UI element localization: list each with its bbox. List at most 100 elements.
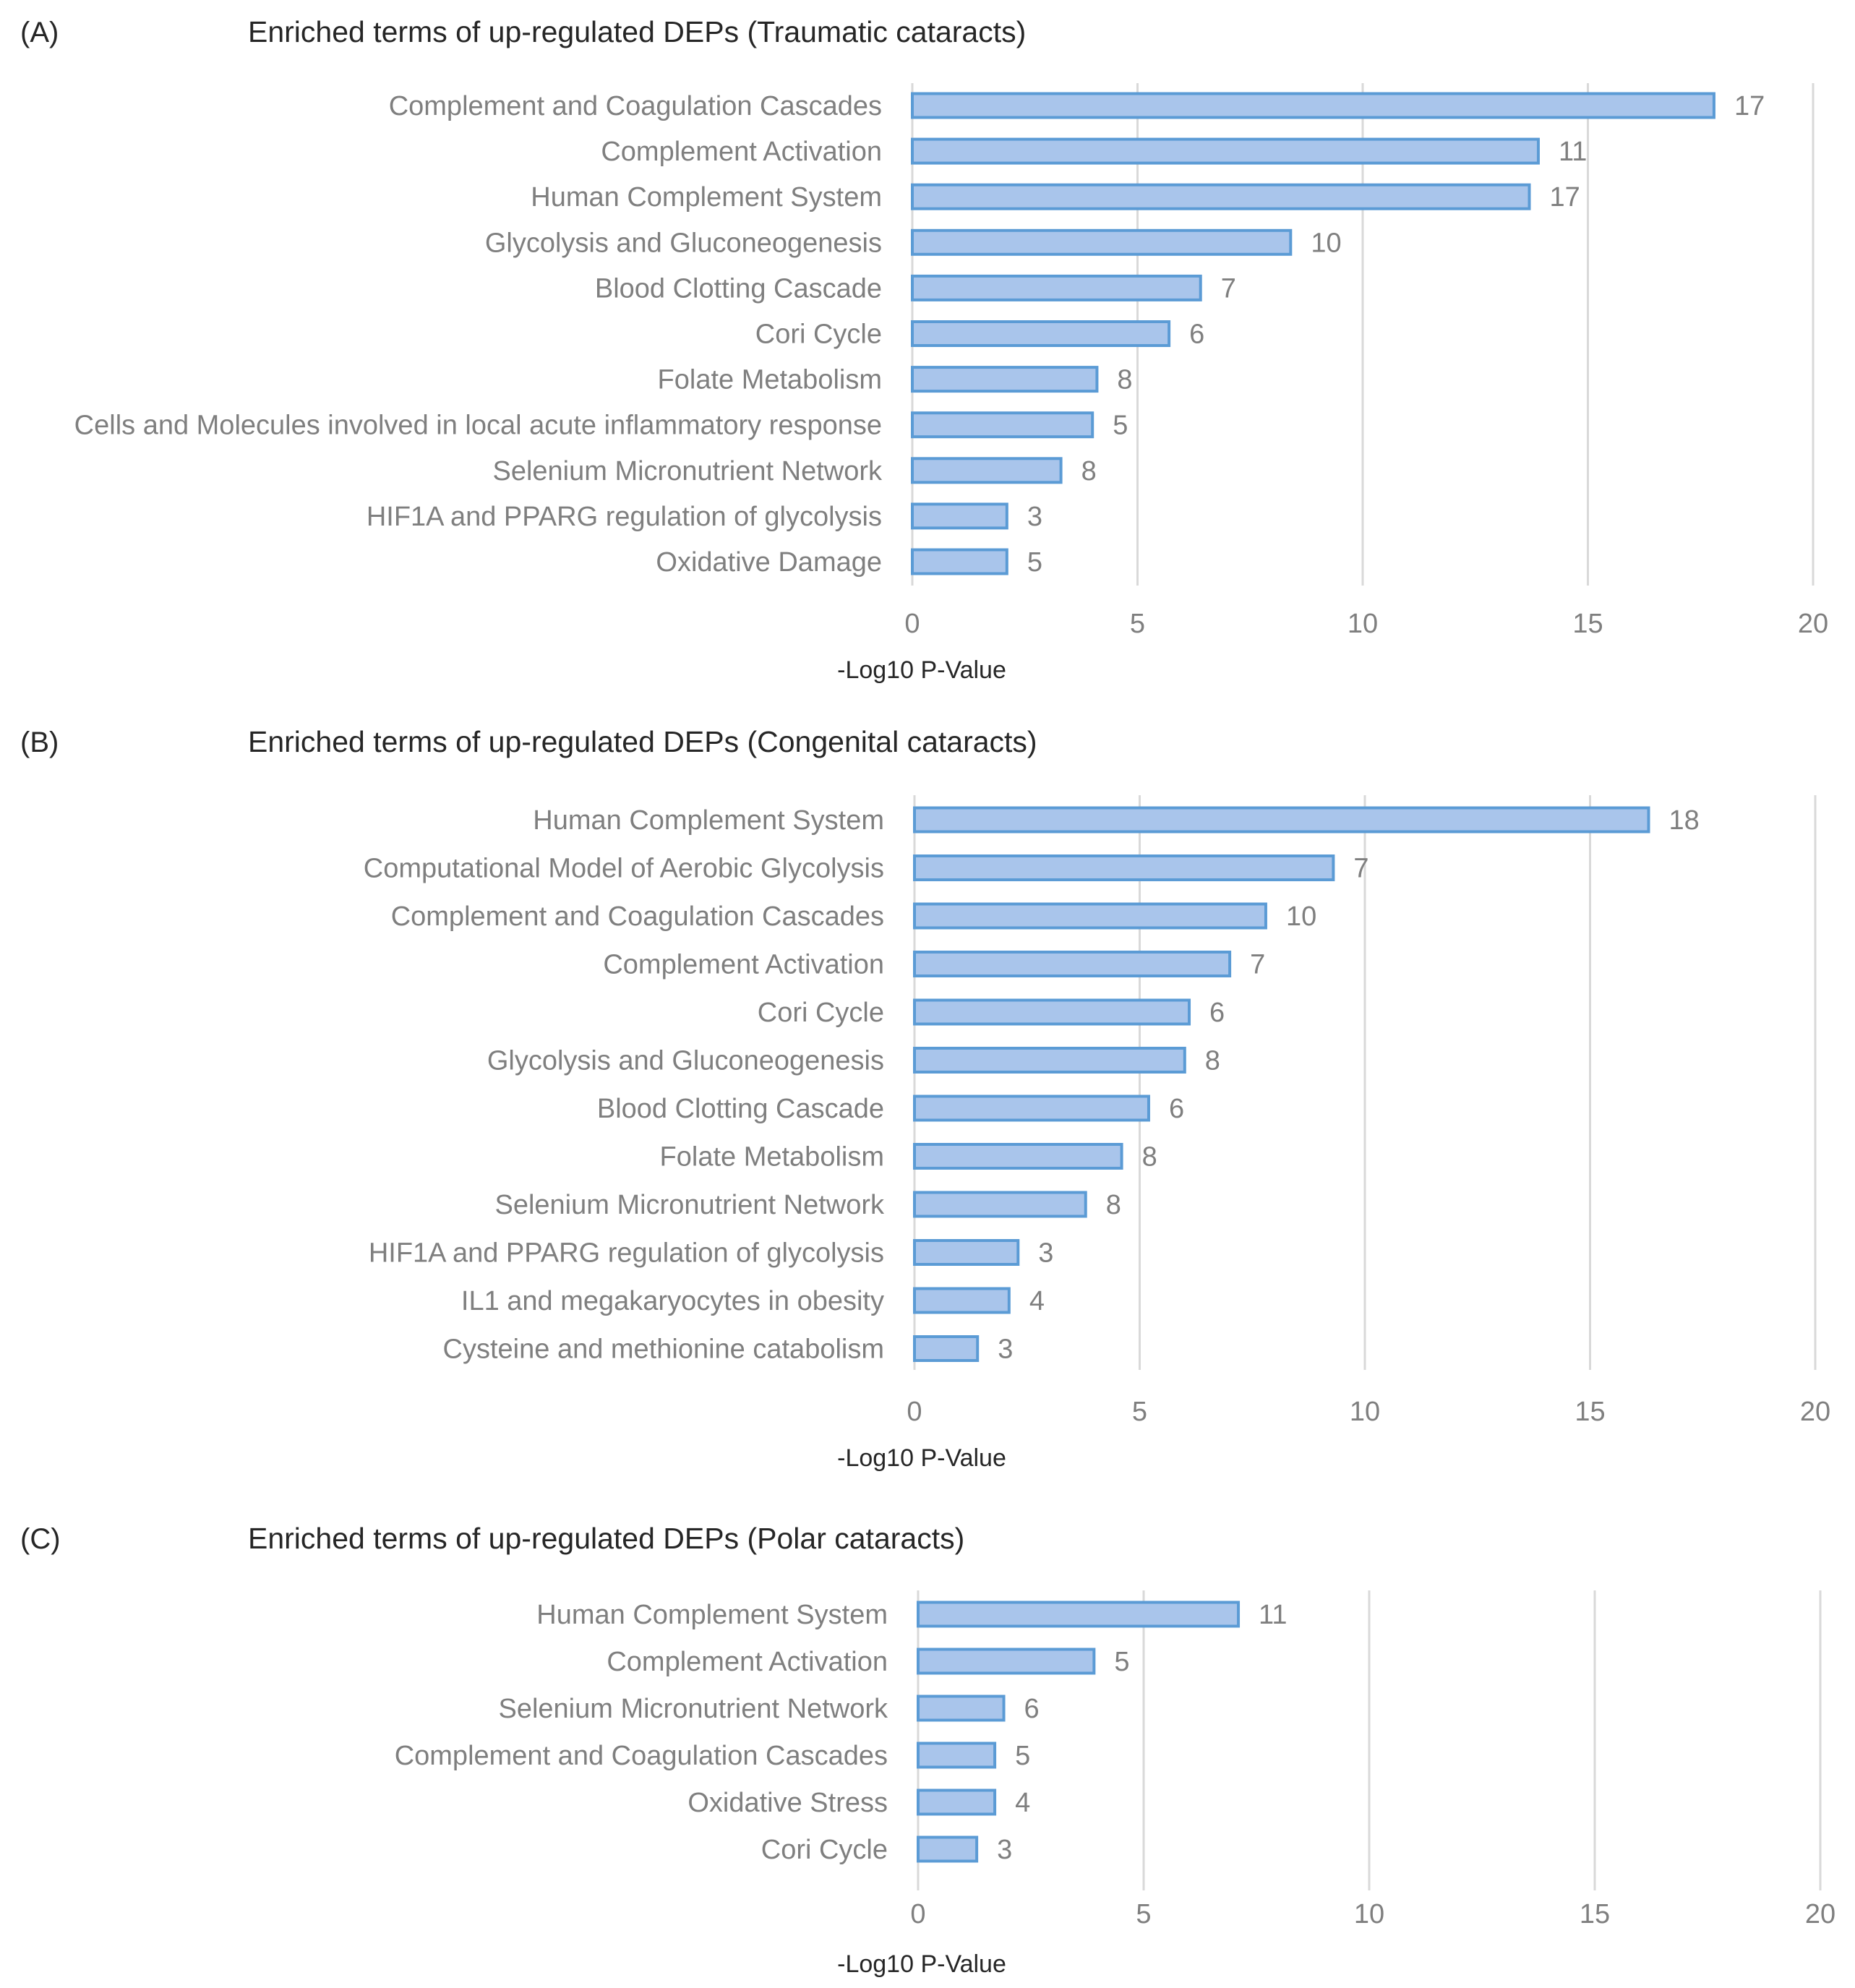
panel-a-plot: 0 5 10 15 20 Complement and Coagulation Casca… [74, 83, 1828, 639]
panel-a-x-axis-title: -Log10 P-Value [837, 656, 1006, 684]
panel-b-x-tick-15: 15 [1575, 1397, 1605, 1427]
panel-a-bar-10 [911, 548, 1008, 575]
panel-a-category-label-6: Folate Metabolism [658, 365, 882, 395]
panel-b-bar-11 [913, 1335, 980, 1362]
panel-b-bar-10 [913, 1287, 1011, 1314]
panel-a-data-label-8: 8 [1081, 456, 1097, 487]
panel-c-data-label-5: 3 [997, 1835, 1012, 1865]
panel-a-data-label-0: 17 [1734, 91, 1765, 121]
panel-a-x-tick-10: 10 [1348, 609, 1378, 639]
panel-c-x-tick-20: 20 [1805, 1899, 1835, 1929]
panel-c-x-tick-5: 5 [1136, 1899, 1151, 1929]
panel-b-category-label-10: IL1 and megakaryocytes in obesity [461, 1286, 884, 1316]
panel-b-category-label-1: Computational Model of Aerobic Glycolysi… [364, 854, 884, 884]
panel-a-data-label-10: 5 [1027, 547, 1042, 578]
panel-c-category-label-0: Human Complement System [536, 1600, 888, 1630]
panel-b-title: Enriched terms of up-regulated DEPs (Con… [248, 725, 1037, 758]
panel-a-category-label-5: Cori Cycle [755, 320, 882, 350]
panel-b-bar-6 [913, 1094, 1150, 1122]
panel-b-data-label-11: 3 [998, 1334, 1013, 1365]
panel-b-data-label-10: 4 [1029, 1286, 1045, 1316]
panel-b-bar-5 [913, 1047, 1186, 1074]
panel-b-bar-2 [913, 902, 1267, 930]
panel-c-plot: 0 5 10 15 20 Human Complement System 11 Complem… [395, 1590, 1835, 1929]
panel-a-data-label-5: 6 [1189, 320, 1204, 350]
panel-b-data-label-7: 8 [1142, 1142, 1157, 1173]
panel-a: (A) Enriched terms of up-regulated DEPs … [20, 15, 1828, 684]
panel-b-data-label-2: 10 [1286, 901, 1316, 932]
panel-c-x-tick-0: 0 [910, 1899, 925, 1929]
panel-c-bar-4 [917, 1788, 997, 1816]
panel-b-bar-7 [913, 1143, 1123, 1170]
panel-c-title: Enriched terms of up-regulated DEPs (Pol… [248, 1522, 964, 1555]
panel-a-data-label-2: 17 [1550, 182, 1580, 213]
panel-c-bar-1 [917, 1648, 1096, 1675]
panel-b-bar-8 [913, 1191, 1087, 1218]
panel-b-x-axis-title: -Log10 P-Value [837, 1444, 1006, 1472]
panel-a-category-label-3: Glycolysis and Gluconeogenesis [485, 228, 882, 258]
panel-a-bar-6 [911, 366, 1099, 393]
panel-a-x-tick-15: 15 [1572, 609, 1603, 639]
panel-c-x-axis-title: -Log10 P-Value [837, 1950, 1006, 1978]
panel-c-category-label-1: Complement Activation [607, 1647, 888, 1677]
panel-b-data-label-4: 6 [1209, 998, 1225, 1028]
panel-b-data-label-1: 7 [1353, 854, 1368, 884]
panel-b-category-label-2: Complement and Coagulation Cascades [391, 901, 884, 932]
panel-b-x-tick-5: 5 [1132, 1397, 1147, 1427]
panel-a-data-label-3: 10 [1311, 228, 1341, 258]
panel-c-x-tick-15: 15 [1580, 1899, 1610, 1929]
panel-b-bar-3 [913, 951, 1232, 977]
panel-b-plot: 0 5 10 15 20 Human Complement System 18 Computa… [364, 795, 1830, 1427]
panel-b-data-label-9: 3 [1038, 1238, 1053, 1269]
panel-a-category-label-7: Cells and Molecules involved in local ac… [74, 411, 882, 441]
panel-a-title: Enriched terms of up-regulated DEPs (Tra… [248, 15, 1026, 48]
panel-a-bar-9 [911, 502, 1008, 530]
panel-a-category-label-1: Complement Activation [601, 137, 882, 167]
panel-a-category-label-8: Selenium Micronutrient Network [492, 456, 883, 487]
panel-a-category-label-2: Human Complement System [531, 182, 882, 213]
panel-b-category-label-6: Blood Clotting Cascade [597, 1094, 884, 1124]
panel-a-category-label-9: HIF1A and PPARG regulation of glycolysis [367, 502, 882, 532]
panel-a-x-tick-20: 20 [1798, 609, 1828, 639]
panel-c-bar-3 [917, 1741, 997, 1769]
panel-c-bar-0 [917, 1601, 1241, 1628]
panel-b-category-label-0: Human Complement System [533, 805, 884, 836]
panel-a-bar-7 [911, 411, 1094, 439]
panel-c-category-label-3: Complement and Coagulation Cascades [395, 1741, 888, 1771]
panel-b-category-label-9: HIF1A and PPARG regulation of glycolysis [369, 1238, 884, 1269]
panel-c-data-label-1: 5 [1114, 1647, 1129, 1677]
panel-c-category-label-2: Selenium Micronutrient Network [498, 1694, 888, 1724]
panel-a-category-label-0: Complement and Coagulation Cascades [389, 91, 882, 121]
panel-a-bar-8 [911, 457, 1063, 484]
panel-b: (B) Enriched terms of up-regulated DEPs … [20, 725, 1830, 1472]
panel-b-bar-0 [913, 806, 1650, 834]
panel-b-category-label-7: Folate Metabolism [660, 1142, 884, 1173]
panel-b-data-label-8: 8 [1106, 1190, 1121, 1220]
panel-a-bar-3 [911, 228, 1293, 256]
panel-a-bar-4 [911, 274, 1202, 301]
panel-b-data-label-0: 18 [1668, 805, 1699, 836]
panel-a-data-label-6: 8 [1117, 365, 1132, 395]
panel-b-category-label-3: Complement Activation [603, 950, 884, 980]
panel-a-bar-1 [911, 137, 1540, 165]
panel-a-bar-2 [911, 183, 1531, 210]
panel-c: (C) Enriched terms of up-regulated DEPs … [20, 1522, 1835, 1978]
panel-c-bar-2 [917, 1694, 1006, 1722]
panel-a-data-label-4: 7 [1221, 273, 1236, 304]
panel-b-data-label-3: 7 [1250, 950, 1265, 980]
panel-b-letter: (B) [20, 727, 59, 758]
panel-a-bar-0 [911, 92, 1715, 119]
panel-b-x-tick-0: 0 [907, 1397, 922, 1427]
panel-b-category-label-4: Cori Cycle [758, 998, 884, 1028]
panel-a-data-label-1: 11 [1559, 137, 1587, 167]
panel-b-bar-4 [913, 998, 1191, 1026]
panel-a-data-label-7: 5 [1113, 411, 1128, 441]
panel-b-data-label-6: 6 [1169, 1094, 1184, 1124]
panel-a-letter: (A) [20, 17, 59, 48]
panel-c-letter: (C) [20, 1523, 61, 1555]
panel-c-category-label-5: Cori Cycle [761, 1835, 888, 1865]
panel-a-x-tick-5: 5 [1130, 609, 1145, 639]
panel-a-bar-5 [911, 320, 1171, 347]
panel-b-category-label-11: Cysteine and methionine catabolism [443, 1334, 884, 1365]
